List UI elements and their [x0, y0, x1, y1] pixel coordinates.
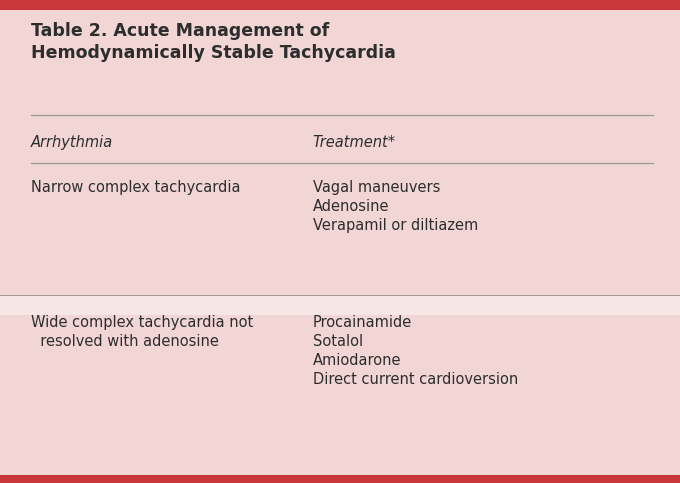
Text: Wide complex tachycardia not: Wide complex tachycardia not — [31, 315, 253, 330]
Text: Verapamil or diltiazem: Verapamil or diltiazem — [313, 218, 478, 233]
Text: Vagal maneuvers: Vagal maneuvers — [313, 180, 440, 195]
Bar — [0, 0, 680, 10]
Text: Amiodarone: Amiodarone — [313, 353, 401, 368]
Text: resolved with adenosine: resolved with adenosine — [31, 334, 218, 349]
Text: Adenosine: Adenosine — [313, 199, 389, 214]
Text: Treatment*: Treatment* — [313, 135, 396, 150]
Text: Sotalol: Sotalol — [313, 334, 363, 349]
Text: Hemodynamically Stable Tachycardia: Hemodynamically Stable Tachycardia — [31, 44, 396, 62]
Bar — [0, 295, 680, 315]
Text: Direct current cardioversion: Direct current cardioversion — [313, 372, 518, 387]
Text: Arrhythmia: Arrhythmia — [31, 135, 113, 150]
Text: Procainamide: Procainamide — [313, 315, 412, 330]
Text: Narrow complex tachycardia: Narrow complex tachycardia — [31, 180, 240, 195]
Bar — [0, 475, 680, 483]
Text: Table 2. Acute Management of: Table 2. Acute Management of — [31, 22, 329, 40]
